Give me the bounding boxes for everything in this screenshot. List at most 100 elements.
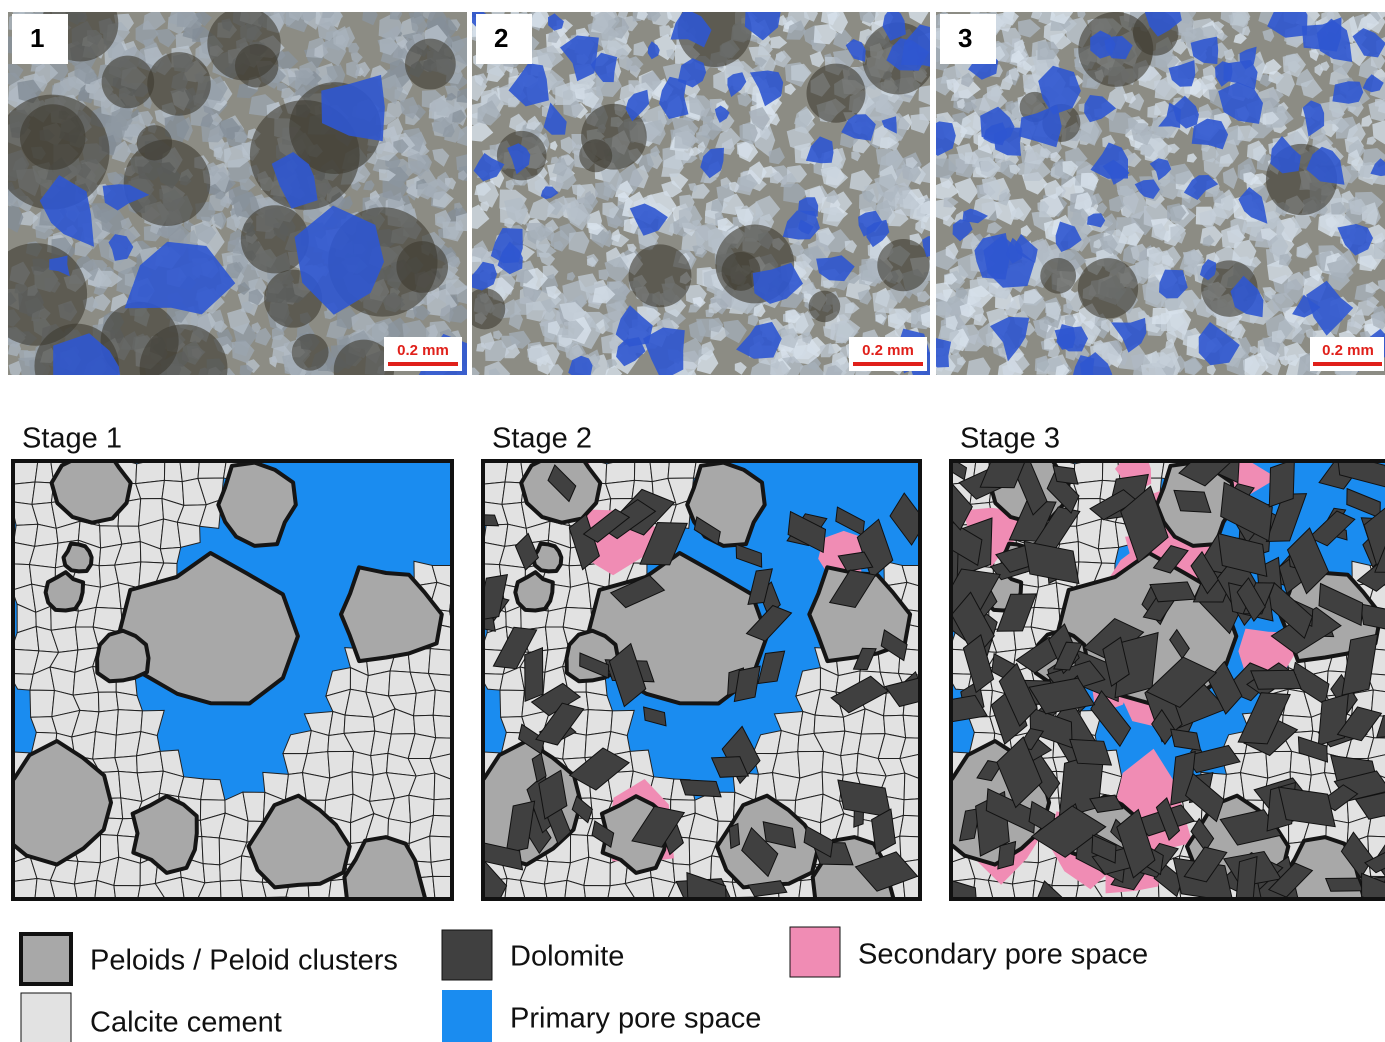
grain	[1183, 249, 1205, 269]
dolomite	[762, 821, 797, 849]
dolomite	[1114, 631, 1159, 699]
grain	[582, 92, 600, 109]
grain	[955, 287, 968, 300]
photo	[8, 12, 467, 375]
dolomite	[733, 665, 761, 703]
dolomite	[514, 532, 539, 571]
grain	[324, 309, 337, 320]
grain	[326, 64, 346, 88]
dolomite	[996, 593, 1037, 632]
grain	[1023, 78, 1037, 90]
dolomite	[1037, 880, 1065, 899]
grain	[547, 30, 560, 43]
grain	[474, 75, 484, 87]
pore	[1090, 30, 1116, 59]
pore	[1370, 158, 1385, 177]
grain	[769, 171, 784, 184]
grain	[783, 183, 809, 204]
grain	[960, 111, 986, 136]
peloid	[49, 461, 133, 525]
grain	[822, 206, 846, 227]
dolomite	[745, 604, 793, 642]
grain	[986, 221, 1003, 234]
cement-cell	[503, 900, 525, 920]
peloid	[342, 835, 428, 899]
cement-cell	[919, 649, 920, 656]
cement-cell	[454, 792, 474, 816]
dolomite	[741, 826, 779, 878]
cement-cell	[923, 717, 950, 738]
cement-cell	[1266, 902, 1290, 928]
grain	[748, 107, 770, 131]
cement-cell	[922, 565, 948, 587]
cement-cell	[427, 672, 452, 693]
cement-cell	[971, 900, 993, 920]
grain	[452, 109, 466, 123]
cement-cell	[434, 901, 456, 927]
grain	[1167, 143, 1180, 154]
dolomite	[1220, 481, 1273, 542]
cement-cell	[194, 896, 199, 899]
grain	[1198, 103, 1213, 120]
stage-title: Stage 2	[492, 423, 592, 455]
grain	[488, 368, 501, 375]
grain	[916, 290, 930, 303]
grain	[1297, 242, 1313, 259]
grain	[33, 61, 59, 84]
grain	[1365, 281, 1381, 294]
dark-blotch	[877, 239, 930, 292]
grain	[1265, 355, 1281, 375]
grain	[472, 240, 489, 259]
grain	[449, 304, 467, 323]
grain	[207, 125, 224, 142]
cement-cell	[798, 902, 822, 928]
grain	[852, 137, 871, 154]
cement-cell	[78, 905, 95, 922]
grain	[294, 70, 315, 86]
dolomite	[958, 807, 981, 842]
grain	[595, 182, 613, 201]
grain	[943, 214, 955, 227]
cement-cell	[664, 896, 669, 899]
cement-cell	[343, 714, 376, 734]
grain	[1262, 337, 1281, 356]
cement-cell	[1247, 901, 1268, 928]
cement-cell	[1305, 902, 1333, 927]
grain	[1118, 222, 1145, 247]
grain	[1271, 292, 1295, 313]
grain	[394, 36, 408, 48]
grain	[8, 203, 24, 233]
cement-cell	[1370, 689, 1385, 717]
grain	[1282, 53, 1306, 78]
dolomite	[1361, 872, 1385, 899]
grain	[504, 343, 521, 359]
grain	[1115, 175, 1142, 196]
dolomite	[483, 573, 509, 620]
pore	[1332, 81, 1364, 104]
pore	[700, 147, 724, 179]
dolomite	[609, 574, 666, 609]
dolomite	[483, 514, 500, 527]
grain	[351, 310, 376, 335]
dolomite	[803, 825, 834, 858]
dolomite	[547, 464, 577, 503]
cement-cell	[13, 877, 38, 899]
photo-label: 2	[494, 23, 508, 53]
dolomite	[591, 820, 615, 849]
grain	[861, 190, 875, 204]
dolomite	[1286, 527, 1330, 595]
grain	[1233, 32, 1247, 44]
cement-cell	[367, 902, 395, 927]
grain	[953, 77, 981, 99]
grain	[1152, 307, 1172, 325]
dolomite	[1318, 582, 1364, 627]
pore	[1267, 12, 1308, 38]
grain	[1222, 167, 1238, 190]
cement-cell	[386, 905, 416, 928]
grain	[382, 177, 409, 202]
cement-cell	[34, 523, 59, 547]
pore	[1087, 213, 1106, 228]
pore	[271, 152, 318, 209]
grain	[1036, 356, 1050, 372]
grain	[18, 210, 39, 226]
